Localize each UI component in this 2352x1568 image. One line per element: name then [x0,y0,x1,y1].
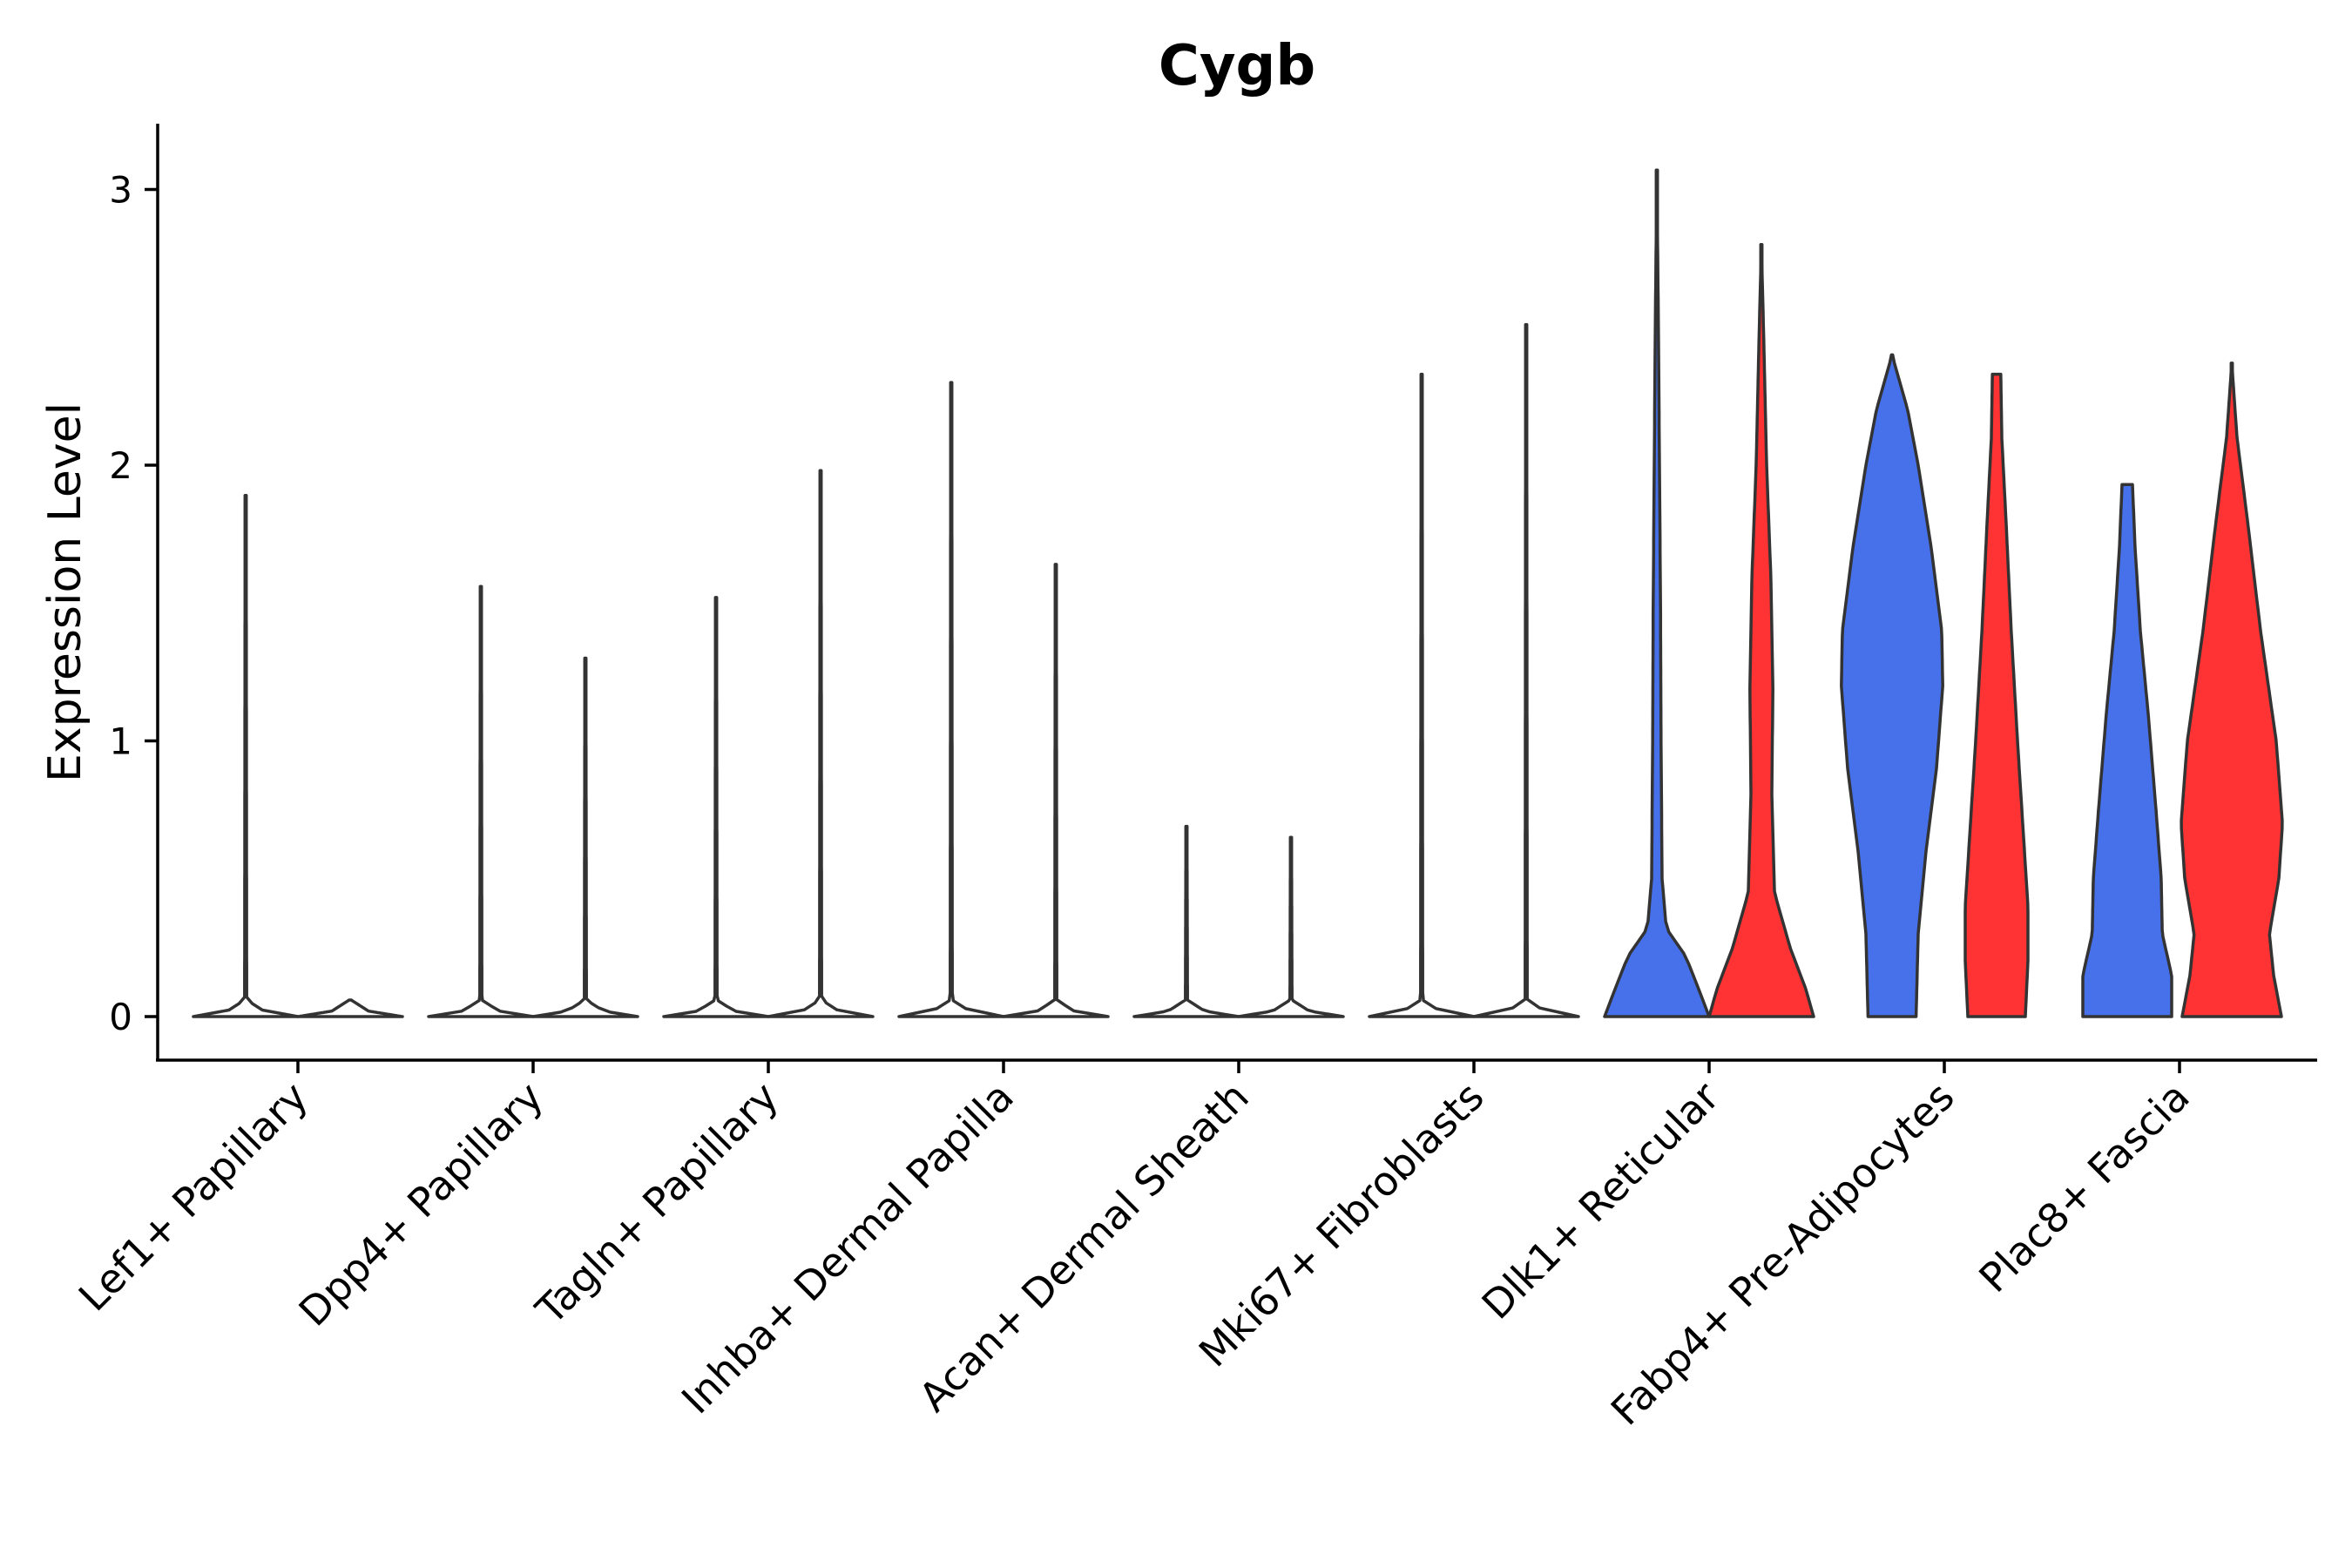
violin-1-2 [662,596,770,1018]
violin-1-5 [1368,372,1476,1018]
violin-1-6 [1603,168,1711,1018]
violin-2-8 [2180,362,2284,1018]
chart-title: Cygb [1159,34,1315,98]
y-tick-label: 1 [109,720,132,763]
violin-2-1 [531,656,639,1018]
violin-1-0 [192,494,300,1018]
violin-1-3 [897,381,1005,1018]
y-axis-ticks: 0 1 2 3 [109,169,158,1038]
violin-1-4 [1132,824,1240,1018]
violin-marks [192,168,2284,1018]
violin-2-2 [767,469,875,1018]
violin-2-6 [1707,243,1815,1018]
violin-2-0 [296,998,404,1018]
x-tick-label: Dpp4+ Papillary [290,1073,552,1335]
x-tick-label: Tagln+ Papillary [526,1073,787,1335]
y-tick-label: 0 [109,996,132,1038]
x-tick-label: Dlk1+ Reticular [1473,1073,1728,1328]
violin-2-7 [1963,372,2030,1018]
violin-1-8 [2081,483,2173,1018]
y-axis-label: Expression Level [39,402,91,782]
violin-1-1 [427,585,535,1018]
x-tick-label: Plac8+ Fascia [1970,1073,2198,1301]
violin-2-3 [1002,563,1110,1018]
x-tick-label: Lef1+ Papillary [70,1073,317,1321]
y-tick-label: 3 [109,169,132,212]
violin-2-5 [1472,322,1580,1018]
violin-2-4 [1237,835,1345,1018]
y-tick-label: 2 [109,444,132,487]
violin-1-7 [1840,353,1944,1018]
